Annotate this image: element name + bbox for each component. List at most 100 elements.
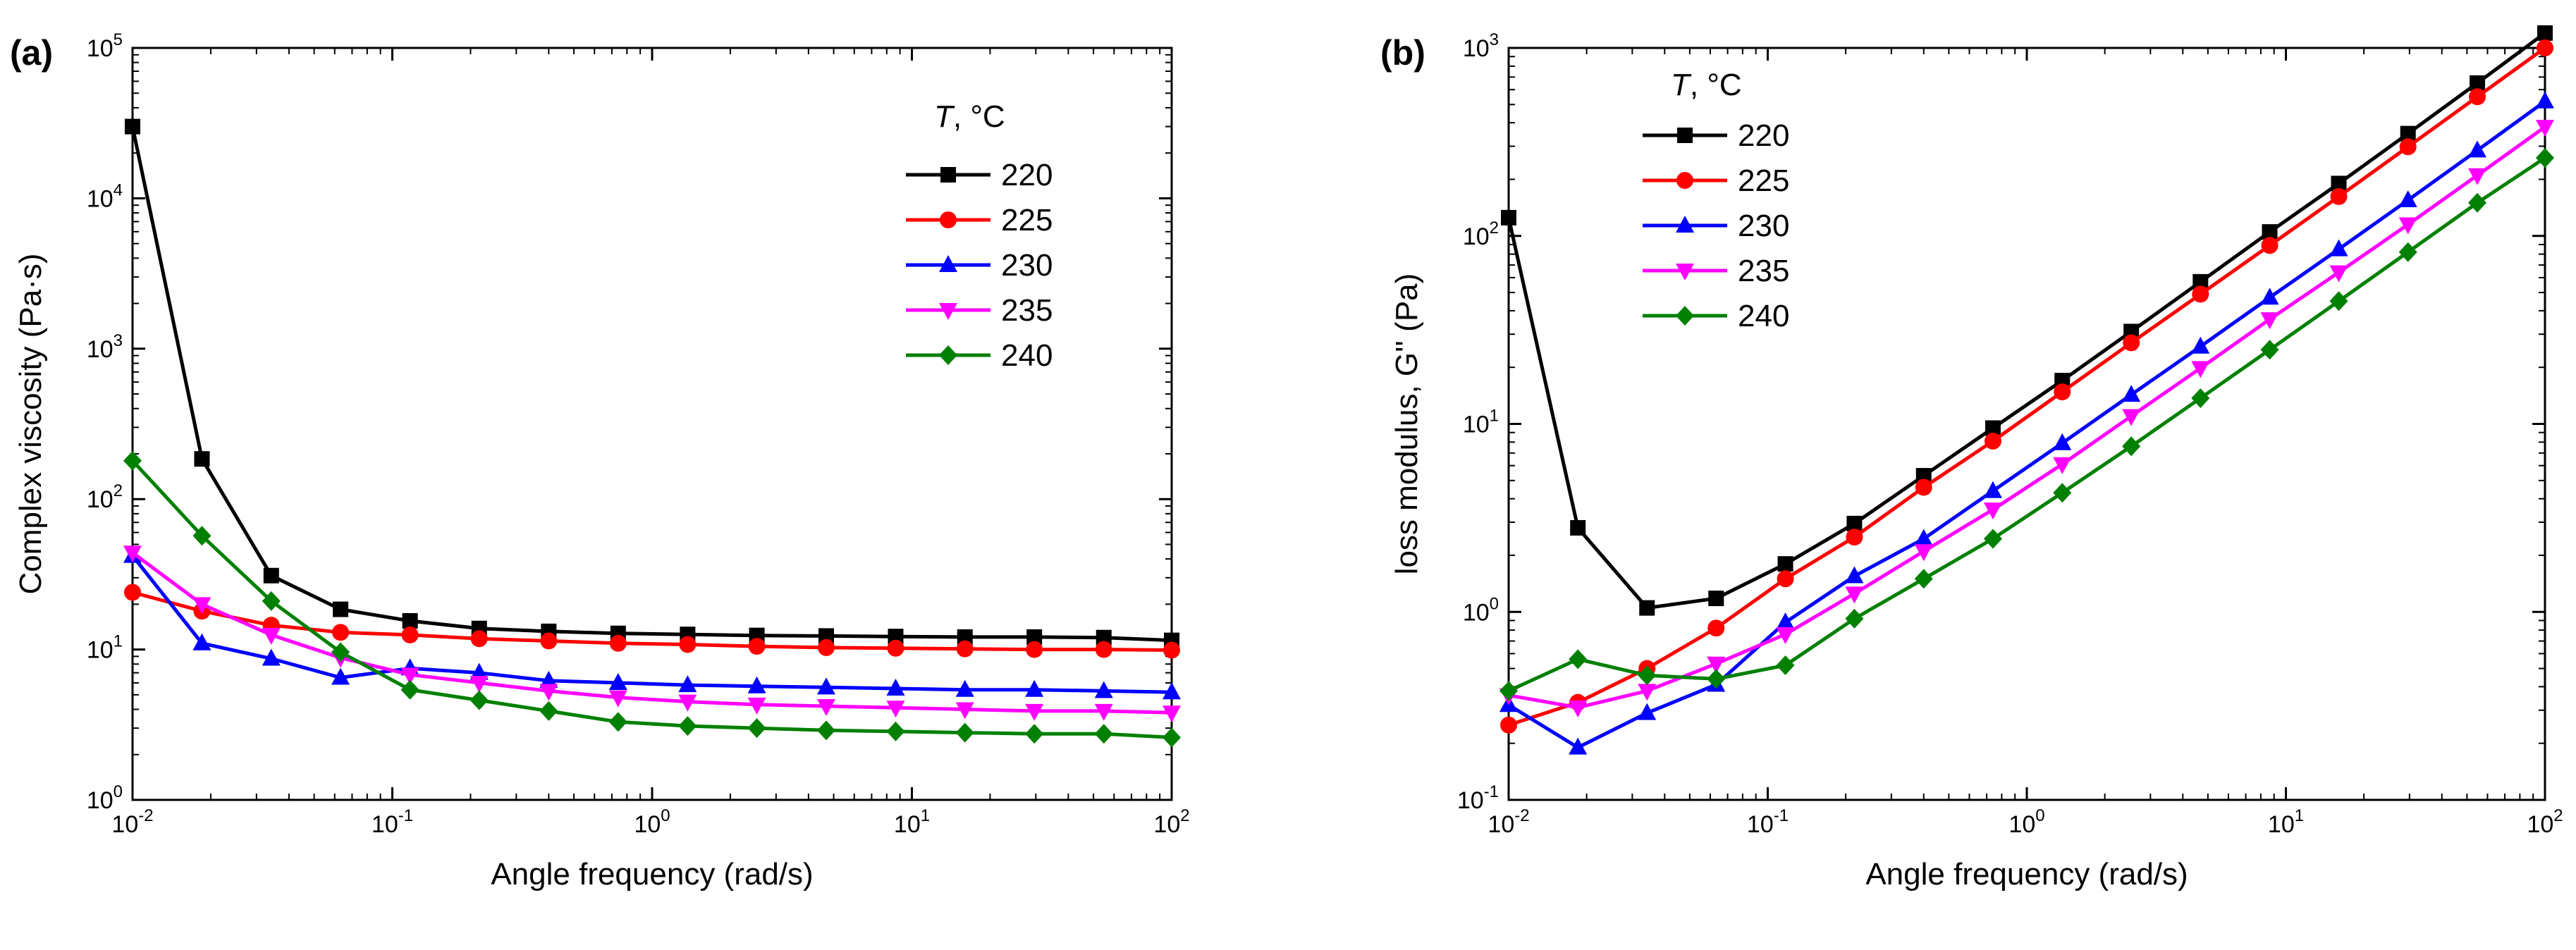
y-tick-label: 100 (87, 782, 123, 814)
data-point (957, 629, 973, 645)
data-point (2468, 168, 2487, 185)
data-point (1163, 682, 1181, 700)
data-point (1845, 566, 1864, 584)
data-point (608, 690, 627, 708)
legend-swatch-marker (939, 303, 957, 320)
legend-label: 220 (1001, 158, 1053, 192)
data-point (1163, 705, 1181, 723)
data-point (262, 591, 281, 611)
data-point (470, 630, 488, 648)
data-point (678, 716, 697, 736)
data-point (887, 639, 904, 657)
legend-swatch-marker (939, 345, 957, 365)
y-tick-label: 103 (1463, 30, 1499, 62)
legend-entry-225: 225 (1643, 164, 1789, 198)
data-point (194, 451, 210, 467)
data-point (1026, 641, 1043, 658)
x-tick-label: 10-2 (111, 806, 153, 838)
axis-ticks (131, 47, 1173, 801)
y-tick-label: 104 (87, 180, 123, 212)
data-point (124, 584, 141, 601)
data-point (1707, 619, 1725, 637)
legend-entry-220: 220 (1643, 118, 1789, 153)
data-point (886, 679, 905, 696)
data-point (400, 679, 419, 700)
data-point (679, 636, 697, 653)
data-point (331, 667, 350, 685)
series-line-225 (132, 591, 1172, 652)
data-point (1501, 209, 1516, 226)
data-point (2192, 273, 2209, 290)
data-point (1983, 481, 2002, 498)
data-point (539, 670, 558, 688)
data-point (123, 545, 142, 563)
data-point (1915, 479, 1932, 496)
series-line-230 (1507, 99, 2546, 750)
data-point (262, 627, 281, 645)
x-axis-title: Angle frequency (rad/s) (491, 857, 813, 892)
data-point (470, 662, 489, 680)
data-point (747, 676, 766, 693)
data-point (1096, 629, 1112, 646)
series-220 (1501, 25, 2553, 616)
data-point (2261, 237, 2278, 254)
data-point (1985, 420, 2001, 436)
legend-swatch-marker (1676, 306, 1694, 326)
data-point (1569, 737, 1588, 755)
data-point (332, 624, 350, 641)
series-225 (124, 584, 1180, 659)
data-point (1708, 591, 1724, 607)
data-point (2331, 175, 2347, 192)
data-point (539, 701, 558, 721)
data-point (1984, 432, 2001, 450)
data-point (2260, 340, 2279, 360)
data-point (2536, 148, 2554, 168)
data-point (2191, 361, 2210, 378)
series-line-240 (131, 459, 1172, 739)
data-point (400, 667, 419, 685)
data-point (1025, 724, 1044, 744)
data-point (2191, 388, 2210, 409)
data-point (2054, 383, 2071, 401)
data-point (955, 679, 974, 697)
series-235 (123, 545, 1181, 723)
data-point (2398, 190, 2417, 207)
legend: T, °C 220 225 230 235 240 (1643, 68, 1789, 333)
legend: T, °C 220 225 230 235 240 (906, 99, 1053, 373)
legend-label: 225 (1738, 164, 1789, 198)
data-point (886, 721, 905, 741)
chart-panel-a: 10-2 10-1 100 101 102 100 101 102 103 104 105 Angle… (10, 30, 1190, 892)
data-point (331, 642, 350, 662)
data-point (1569, 700, 1588, 717)
y-tick-label: 101 (1463, 407, 1499, 438)
data-point (2329, 265, 2348, 283)
data-point (1846, 529, 1863, 546)
panel-label: (a) (10, 33, 53, 73)
data-point (1163, 727, 1181, 748)
x-tick-label: 101 (894, 806, 930, 838)
data-point (1638, 684, 1657, 701)
data-point (1639, 600, 1655, 616)
legend-label: 235 (1001, 293, 1053, 328)
series-240 (123, 450, 1181, 748)
data-point (888, 629, 904, 645)
legend-swatch-marker (939, 255, 957, 272)
x-tick-label: 10-2 (1488, 806, 1529, 838)
data-point (402, 612, 418, 629)
legend-entry-220: 220 (906, 158, 1053, 192)
data-point (1499, 681, 1518, 701)
data-point (540, 632, 558, 650)
data-point (1777, 570, 1794, 588)
legend-entry-235: 235 (906, 293, 1053, 328)
data-point (608, 712, 627, 732)
data-point (1914, 529, 1933, 546)
data-point (192, 633, 211, 650)
legend-entry-240: 240 (906, 338, 1053, 373)
data-point (2468, 192, 2487, 213)
legend-title: T, °C (1671, 68, 1742, 102)
data-point (1707, 669, 1726, 689)
data-point (2191, 336, 2210, 354)
data-point (1845, 608, 1864, 629)
data-point (1094, 724, 1113, 744)
